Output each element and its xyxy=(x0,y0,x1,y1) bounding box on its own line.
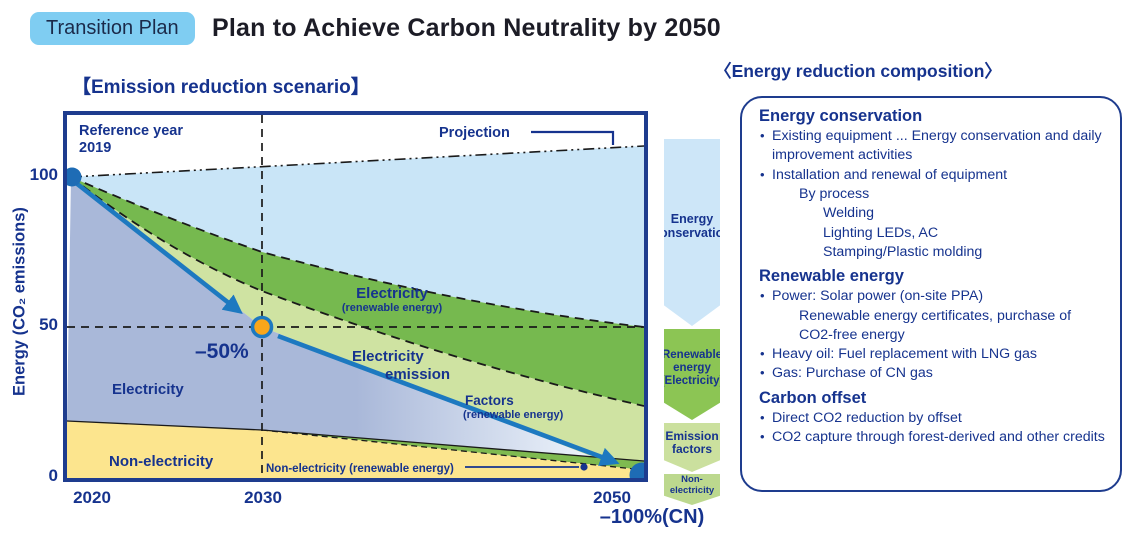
non-electricity-renewable-pointer-dot xyxy=(580,463,588,471)
target-arrow-2030-2050 xyxy=(277,333,620,466)
chart-canvas xyxy=(67,115,644,478)
non-electricity-renewable-label: Non-electricity (renewable energy) xyxy=(266,463,454,475)
dot-2050-minus100 xyxy=(629,462,644,478)
area-non-electricity xyxy=(67,421,644,478)
list-item: Direct CO2 reduction by offset xyxy=(759,409,1108,428)
list-item: Installation and renewal of equipment xyxy=(759,166,1108,185)
non-electricity-strip-dashed xyxy=(261,429,644,471)
x-tick-2030: 2030 xyxy=(244,488,282,507)
area-energy-conservation xyxy=(71,146,644,327)
emission-factors-label-2: emission xyxy=(385,366,451,383)
emission-factors-label-1: Electricity xyxy=(352,348,424,365)
flow-arrow-energy-conservation: Energy conservation xyxy=(664,139,720,326)
transition-plan-badge: Transition Plan xyxy=(30,12,195,45)
energy-reduction-composition-panel: Energy conservation Existing equipment .… xyxy=(740,96,1122,492)
y-axis-label: Energy (CO₂ emissions) xyxy=(10,207,29,396)
list-item: Heavy oil: Fuel replacement with LNG gas xyxy=(759,345,1108,364)
list-item: Lighting LEDs, AC xyxy=(823,224,939,241)
list-item: Existing equipment ... Energy conservati… xyxy=(759,127,1108,166)
emission-factors-label-3: Factors xyxy=(465,393,514,408)
x-tick-2050: 2050 xyxy=(593,488,631,507)
projection-line xyxy=(70,145,644,178)
flow-arrow-non-electricity: Non-electricity xyxy=(664,474,720,505)
emission-factors-label-4: (renewable energy) xyxy=(463,409,564,421)
minus-100-percent-label: –100%(CN) xyxy=(599,506,705,528)
minus-50-percent-label: –50% xyxy=(195,340,249,363)
flow-arrow-emission-factors: Emission factors xyxy=(664,423,720,472)
area-electricity xyxy=(67,177,593,457)
electricity-area-label: Electricity xyxy=(112,381,184,398)
section-heading-carbon-offset: Carbon offset xyxy=(759,388,867,407)
flow-arrow-renewable-energy: Renewable energy (Electricity) xyxy=(664,329,720,420)
panel-title: 〈Energy reduction composition〉 xyxy=(714,61,1002,81)
non-electricity-top-line xyxy=(67,420,644,462)
list-item: Renewable energy certificates, purchase … xyxy=(799,307,1072,343)
conservation-boundary xyxy=(70,176,644,328)
list-item: Stamping/Plastic molding xyxy=(823,243,983,260)
x-tick-2020: 2020 xyxy=(73,488,111,507)
section-heading-renewable-energy: Renewable energy xyxy=(759,267,904,286)
section-heading-energy-conservation: Energy conservation xyxy=(759,107,923,125)
y-tick-50: 50 xyxy=(39,315,58,334)
non-electricity-area-label: Non-electricity xyxy=(109,453,214,470)
list-item: By process xyxy=(799,185,870,202)
emission-scenario-chart: Reference year 2019 Projection Electrici… xyxy=(63,111,648,482)
y-tick-100: 100 xyxy=(29,165,58,184)
chart-title: 【Emission reduction scenario】 xyxy=(72,77,370,98)
electricity-renewable-label: Electricity (renewable energy) xyxy=(341,285,443,315)
area-emission-factors xyxy=(71,177,644,478)
list-item: Welding xyxy=(823,205,874,222)
list-item: Gas: Purchase of CN gas xyxy=(759,364,1108,383)
reference-year-label: Reference year 2019 xyxy=(79,123,183,156)
renewable-boundary xyxy=(70,176,644,407)
projection-label: Projection xyxy=(439,125,510,141)
y-tick-0: 0 xyxy=(48,466,58,485)
target-arrow-2020-2030 xyxy=(74,181,243,314)
dot-2030-minus50 xyxy=(250,315,274,339)
area-electricity-renewable xyxy=(71,177,644,406)
projection-connector xyxy=(531,130,615,145)
list-item: Power: Solar power (on-site PPA) xyxy=(759,287,1108,306)
page-title: Plan to Achieve Carbon Neutrality by 205… xyxy=(212,14,721,42)
list-item: CO2 capture through forest-derived and o… xyxy=(759,428,1108,447)
dot-2019-reference xyxy=(67,167,82,187)
